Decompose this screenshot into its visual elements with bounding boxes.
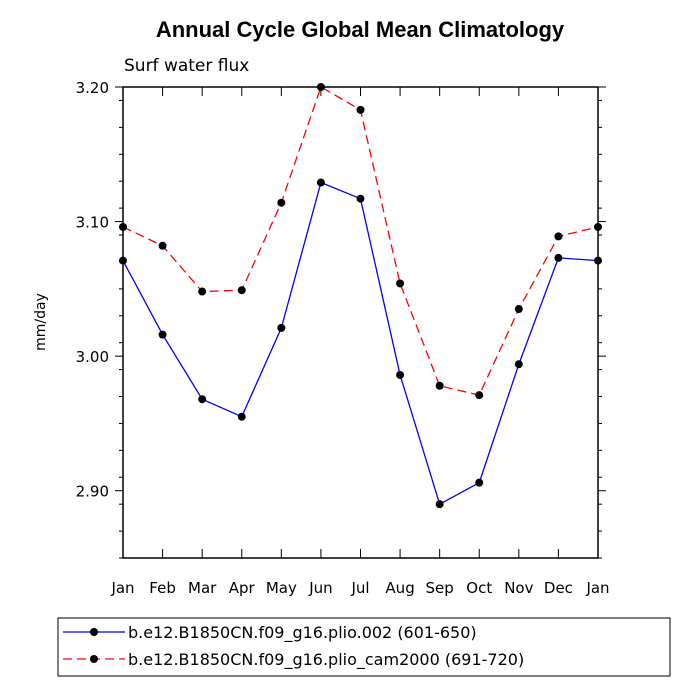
y-tick-label: 3.20 bbox=[76, 79, 109, 97]
x-tick-label: Jun bbox=[308, 579, 332, 597]
x-tick-label: Oct bbox=[466, 579, 492, 597]
series-1-point bbox=[198, 395, 207, 404]
series-1-point bbox=[158, 330, 167, 339]
series-2-point bbox=[356, 105, 365, 114]
series-2-point bbox=[198, 287, 207, 296]
x-tick-label: Jan bbox=[110, 579, 134, 597]
series-1-point bbox=[554, 253, 563, 262]
legend-label-1: b.e12.B1850CN.f09_g16.plio.002 (601-650) bbox=[128, 623, 477, 643]
series-line-2 bbox=[122, 86, 599, 396]
series-2-point bbox=[237, 286, 246, 295]
axis-ticks: Jan Feb Mar Apr May Jun Jul Aug Sep Oct Nov Dec Jan 2… bbox=[76, 79, 610, 597]
series-2-point bbox=[119, 222, 127, 231]
y-tick-label: 2.90 bbox=[76, 483, 109, 501]
series-1-point bbox=[119, 256, 127, 265]
chart-title: Annual Cycle Global Mean Climatology bbox=[156, 17, 565, 42]
series-2-point bbox=[316, 83, 325, 91]
series-2-point bbox=[435, 381, 444, 390]
legend-label-2: b.e12.B1850CN.f09_g16.plio_cam2000 (691-… bbox=[128, 650, 524, 670]
series-2-point bbox=[554, 232, 563, 241]
series-1-point bbox=[356, 194, 365, 203]
series-1-point bbox=[316, 178, 325, 187]
legend-marker-1 bbox=[90, 628, 98, 636]
series-1-point bbox=[514, 360, 523, 369]
plot-frame bbox=[122, 86, 599, 559]
series-1-point bbox=[475, 478, 484, 487]
y-axis-label: mm/day bbox=[33, 293, 49, 351]
chart-subtitle: Surf water flux bbox=[124, 56, 249, 76]
series-1-point bbox=[594, 256, 602, 265]
legend: b.e12.B1850CN.f09_g16.plio.002 (601-650)… bbox=[63, 623, 524, 670]
x-tick-label: Mar bbox=[188, 579, 217, 597]
series-1-point bbox=[277, 323, 286, 332]
series-2-point bbox=[396, 279, 405, 288]
legend-box bbox=[57, 617, 671, 677]
series-1-point bbox=[396, 370, 405, 379]
series-layer bbox=[119, 83, 602, 509]
x-tick-label: Aug bbox=[385, 579, 414, 597]
x-tick-label: May bbox=[266, 579, 297, 597]
series-2-point bbox=[277, 198, 286, 207]
series-2-point bbox=[594, 222, 602, 231]
x-tick-label: Nov bbox=[504, 579, 533, 597]
x-tick-label: Feb bbox=[149, 579, 176, 597]
x-tick-label: Dec bbox=[544, 579, 573, 597]
series-2-point bbox=[514, 305, 523, 314]
y-tick-label: 3.00 bbox=[76, 348, 109, 366]
series-2-point bbox=[475, 391, 484, 400]
x-tick-label: Jan bbox=[585, 579, 609, 597]
series-1-point bbox=[237, 412, 246, 421]
series-1-point bbox=[435, 500, 444, 509]
x-tick-label: Jul bbox=[350, 579, 369, 597]
y-tick-label: 3.10 bbox=[76, 214, 109, 232]
series-2-point bbox=[158, 241, 167, 250]
series-line-1 bbox=[122, 181, 599, 506]
x-tick-label: Sep bbox=[426, 579, 454, 597]
x-tick-label: Apr bbox=[229, 579, 256, 597]
legend-marker-2 bbox=[90, 655, 98, 663]
